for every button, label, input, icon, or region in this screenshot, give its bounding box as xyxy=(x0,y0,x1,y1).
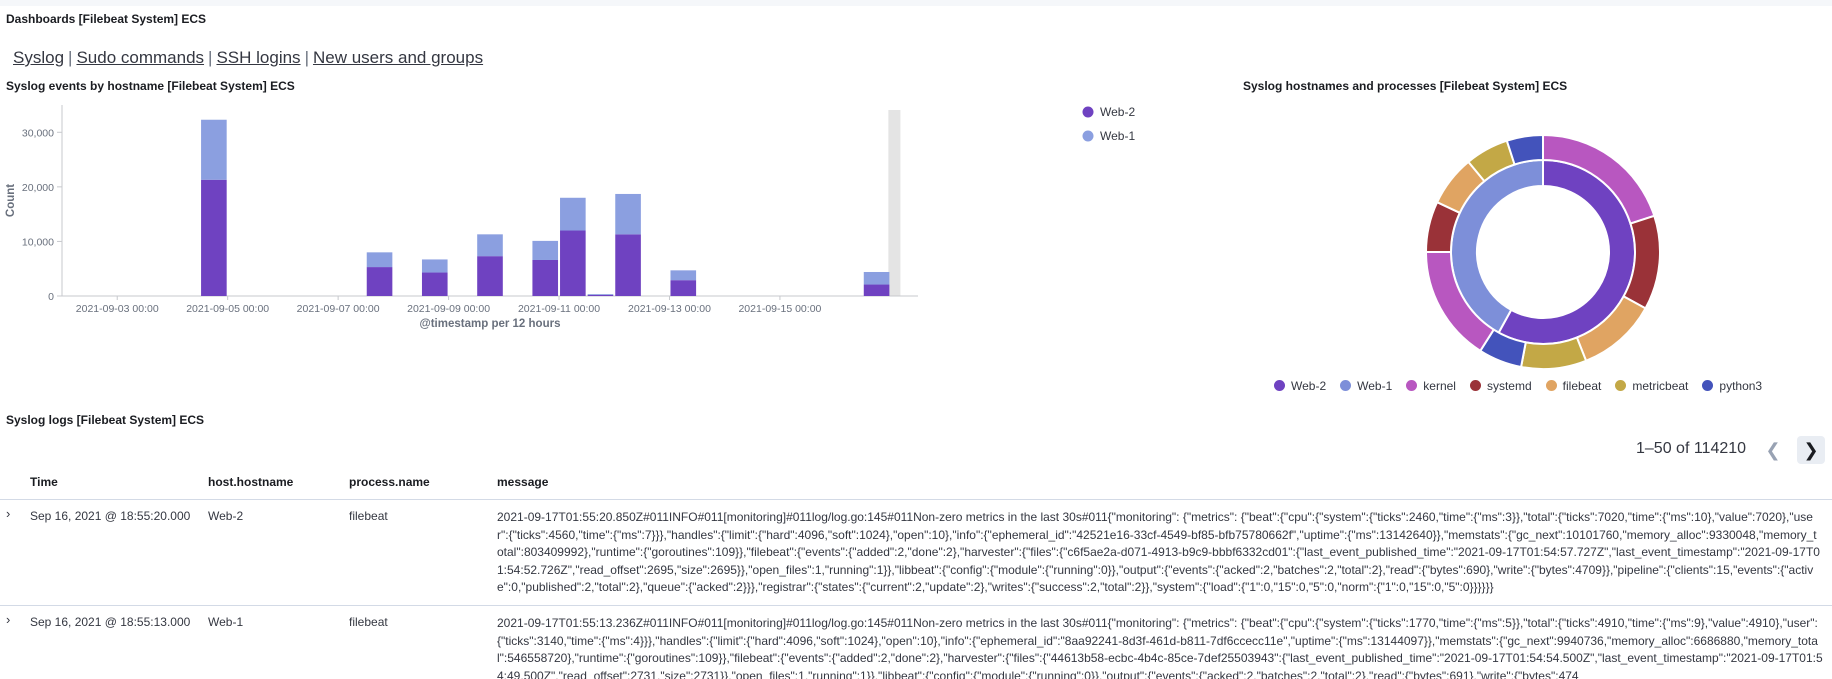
nav-separator: | xyxy=(208,48,213,67)
dashboard-nav: Syslog | Sudo commands | SSH logins | New user… xyxy=(13,48,483,68)
x-tick-label: 2021-09-15 00:00 xyxy=(738,303,821,315)
y-tick-label: 0 xyxy=(48,291,54,303)
bar-panel-title: Syslog events by hostname [Filebeat Syst… xyxy=(6,79,295,93)
bar-web-2[interactable] xyxy=(366,267,393,296)
page-title: Dashboards [Filebeat System] ECS xyxy=(6,12,207,26)
bar-web-2[interactable] xyxy=(532,259,559,296)
chevron-right-icon: ❯ xyxy=(1803,439,1819,460)
previous-page-button[interactable]: ❮ xyxy=(1759,436,1787,464)
pagination-summary: 1–50 of 114210 xyxy=(1636,440,1747,457)
legend-swatch xyxy=(1082,106,1094,118)
bar-web-2[interactable] xyxy=(670,280,697,296)
bar-web-1[interactable] xyxy=(670,270,697,281)
y-tick-label: 30,000 xyxy=(22,127,54,139)
column-header-hostname[interactable]: host.hostname xyxy=(208,475,294,489)
cell-process: filebeat xyxy=(349,509,388,523)
legend-swatch xyxy=(1615,380,1627,391)
bar-web-2[interactable] xyxy=(587,294,614,296)
bar-web-2[interactable] xyxy=(863,284,890,296)
legend-item-python3[interactable]: python3 xyxy=(1702,379,1762,393)
bar-web-1[interactable] xyxy=(421,259,448,273)
bar-web-1[interactable] xyxy=(532,240,559,260)
bar-web-2[interactable] xyxy=(560,230,586,296)
legend-label[interactable]: Web-1 xyxy=(1100,129,1135,143)
bar-web-2[interactable] xyxy=(201,179,227,296)
legend-swatch xyxy=(1406,380,1418,391)
donut-panel-title: Syslog hostnames and processes [Filebeat… xyxy=(1243,79,1568,93)
bar-web-1[interactable] xyxy=(366,252,393,268)
logs-panel-title: Syslog logs [Filebeat System] ECS xyxy=(6,413,205,427)
cursor-highlight xyxy=(888,110,901,296)
x-tick-label: 2021-09-03 00:00 xyxy=(76,303,159,315)
legend-swatch xyxy=(1082,130,1094,142)
cell-hostname: Web-2 xyxy=(208,509,244,523)
legend-label[interactable]: Web-2 xyxy=(1100,105,1135,119)
cell-time: Sep 16, 2021 @ 18:55:13.000 xyxy=(30,615,191,629)
donut-slice-python3[interactable] xyxy=(1505,133,1544,166)
legend-swatch xyxy=(1702,380,1714,391)
legend-label: python3 xyxy=(1719,378,1763,393)
x-tick-label: 2021-09-05 00:00 xyxy=(186,303,269,315)
legend-item-systemd[interactable]: systemd xyxy=(1469,378,1532,393)
cell-process: filebeat xyxy=(349,615,388,629)
expand-row-icon[interactable]: › xyxy=(6,506,11,521)
bar-web-1[interactable] xyxy=(863,271,890,285)
nav-link-ssh-logins[interactable]: SSH logins xyxy=(216,48,301,67)
legend-label: filebeat xyxy=(1562,378,1602,393)
nav-link-new-users-and-groups[interactable]: New users and groups xyxy=(312,48,484,67)
column-header-process[interactable]: process.name xyxy=(349,475,430,489)
expand-row-icon[interactable]: › xyxy=(6,612,11,627)
legend-label: Web-1 xyxy=(1357,378,1393,393)
table-header: Time host.hostname process.name message xyxy=(0,470,1832,500)
legend-swatch xyxy=(1340,380,1352,391)
bar-web-1[interactable] xyxy=(587,294,614,295)
bar-web-2[interactable] xyxy=(477,256,503,296)
legend-swatch xyxy=(1469,380,1481,391)
y-tick-label: 20,000 xyxy=(22,182,54,194)
chevron-left-icon: ❮ xyxy=(1765,439,1781,460)
nav-separator: | xyxy=(304,48,309,67)
x-tick-label: 2021-09-11 00:00 xyxy=(518,303,600,315)
bar-web-1[interactable] xyxy=(201,119,227,180)
legend-label: kernel xyxy=(1423,378,1456,393)
cell-message: 2021-09-17T01:55:20.850Z#011INFO#011[mon… xyxy=(497,510,1820,595)
x-tick-label: 2021-09-13 00:00 xyxy=(628,303,711,315)
legend-item-metricbeat[interactable]: metricbeat xyxy=(1615,379,1688,393)
column-header-time[interactable]: Time xyxy=(30,475,58,489)
cell-time: Sep 16, 2021 @ 18:55:20.000 xyxy=(30,509,191,523)
legend-swatch xyxy=(1274,380,1285,391)
nav-link-sudo-commands[interactable]: Sudo commands xyxy=(76,48,205,67)
y-tick-label: 10,000 xyxy=(22,236,54,248)
syslog-events-bar-chart: 0 10,000 20,000 30,000 2021-09-03 00:00 2021-… xyxy=(5,105,1135,330)
top-bar xyxy=(0,0,1832,6)
nav-separator: | xyxy=(68,48,73,67)
table-row[interactable]: › Sep 16, 2021 @ 18:55:13.000 Web-1 file… xyxy=(0,606,1832,679)
table-row[interactable]: › Sep 16, 2021 @ 18:55:20.000 Web-2 file… xyxy=(0,500,1832,606)
legend-label: metricbeat xyxy=(1632,378,1689,393)
bar-web-1[interactable] xyxy=(615,193,641,235)
legend-item-filebeat[interactable]: filebeat xyxy=(1545,378,1602,393)
legend-swatch xyxy=(1545,380,1557,391)
y-axis-title: Count xyxy=(5,184,17,217)
x-axis-title: @timestamp per 12 hours xyxy=(420,318,561,330)
column-header-message[interactable]: message xyxy=(497,475,549,489)
donut-legend: Web-2 Web-1 kernel systemd filebeat metricbea… xyxy=(1274,378,1776,396)
hostnames-processes-donut-chart xyxy=(1424,133,1661,370)
legend-item-web-2[interactable]: Web-2 xyxy=(1274,379,1326,393)
bar-web-1[interactable] xyxy=(560,197,586,231)
legend-label: Web-2 xyxy=(1291,378,1327,393)
next-page-button[interactable]: ❯ xyxy=(1797,436,1825,464)
legend-item-web-1[interactable]: Web-1 xyxy=(1340,379,1392,393)
legend-item-kernel[interactable]: kernel xyxy=(1406,379,1456,393)
x-tick-label: 2021-09-09 00:00 xyxy=(407,303,490,315)
bar-web-2[interactable] xyxy=(615,234,641,296)
x-tick-label: 2021-09-07 00:00 xyxy=(297,303,380,315)
cell-message: 2021-09-17T01:55:13.236Z#011INFO#011[mon… xyxy=(497,616,1823,679)
cell-hostname: Web-1 xyxy=(208,615,244,629)
nav-link-syslog[interactable]: Syslog xyxy=(13,48,65,67)
bar-web-2[interactable] xyxy=(421,272,448,296)
bar-web-1[interactable] xyxy=(477,234,503,257)
legend-label: systemd xyxy=(1486,378,1532,393)
